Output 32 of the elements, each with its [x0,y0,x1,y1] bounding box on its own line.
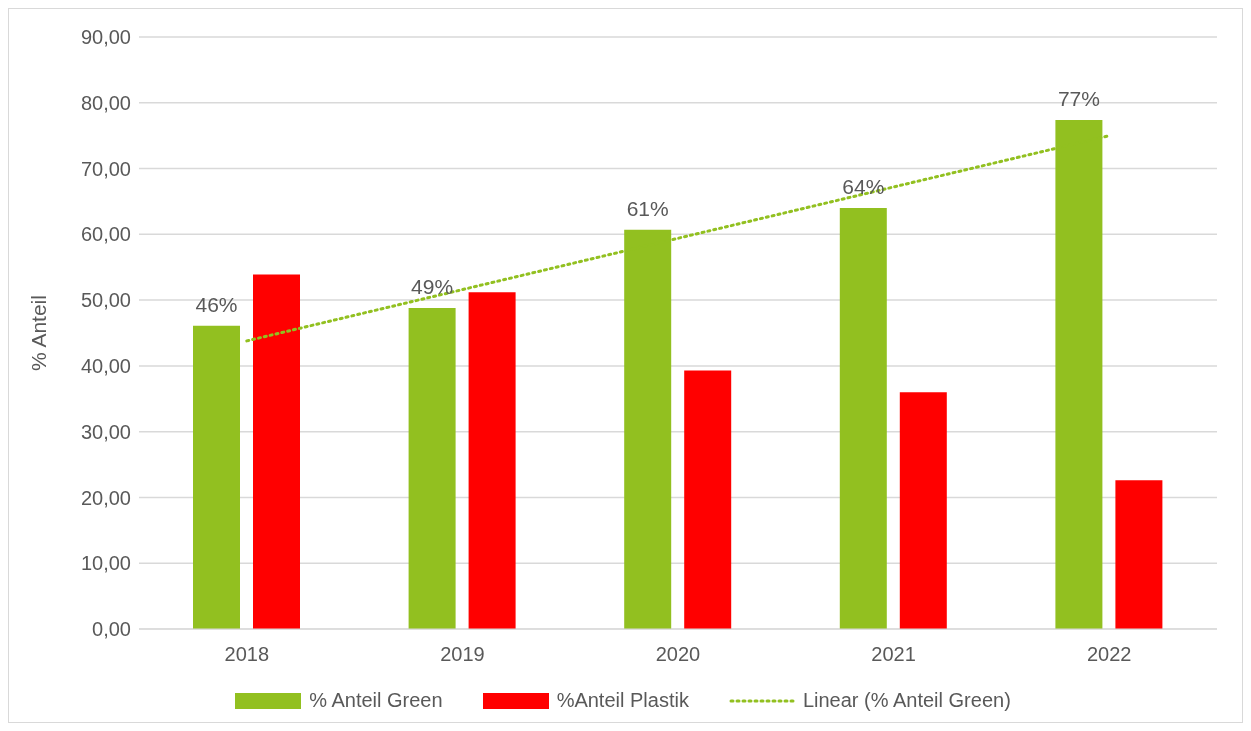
x-tick-label: 2022 [1086,643,1132,666]
y-tick-label: 90,00 [80,26,131,49]
bar [899,392,947,629]
x-tick-label: 2020 [655,643,701,666]
y-tick-label: 80,00 [80,91,131,114]
legend-label: Linear (% Anteil Green) [802,689,1011,712]
y-tick-label: 50,00 [80,289,131,312]
data-label: 61% [626,196,669,220]
y-tick-label: 0,00 [92,618,131,641]
y-tick-label: 60,00 [80,223,131,246]
bar [193,325,240,629]
legend-label: %Anteil Plastik [556,689,689,712]
y-axis-title: % Anteil [27,295,51,371]
bar [1115,480,1163,629]
bar [468,292,516,629]
y-tick-label: 10,00 [80,552,131,575]
x-tick-label: 2018 [224,643,270,666]
y-tick-label: 40,00 [80,354,131,377]
y-tick-label: 20,00 [80,486,131,509]
data-label: 77% [1057,86,1100,110]
x-tick-label: 2021 [871,643,916,666]
y-tick-label: 70,00 [80,157,131,180]
bar [253,274,300,629]
data-label: 64% [842,175,885,199]
legend-label: % Anteil Green [309,689,443,712]
y-tick-label: 30,00 [80,420,131,443]
bar [408,308,456,629]
data-label: 46% [195,292,238,316]
data-label: 49% [411,275,454,298]
x-tick-label: 2019 [440,643,485,666]
bar [684,370,732,629]
bar [839,208,887,629]
